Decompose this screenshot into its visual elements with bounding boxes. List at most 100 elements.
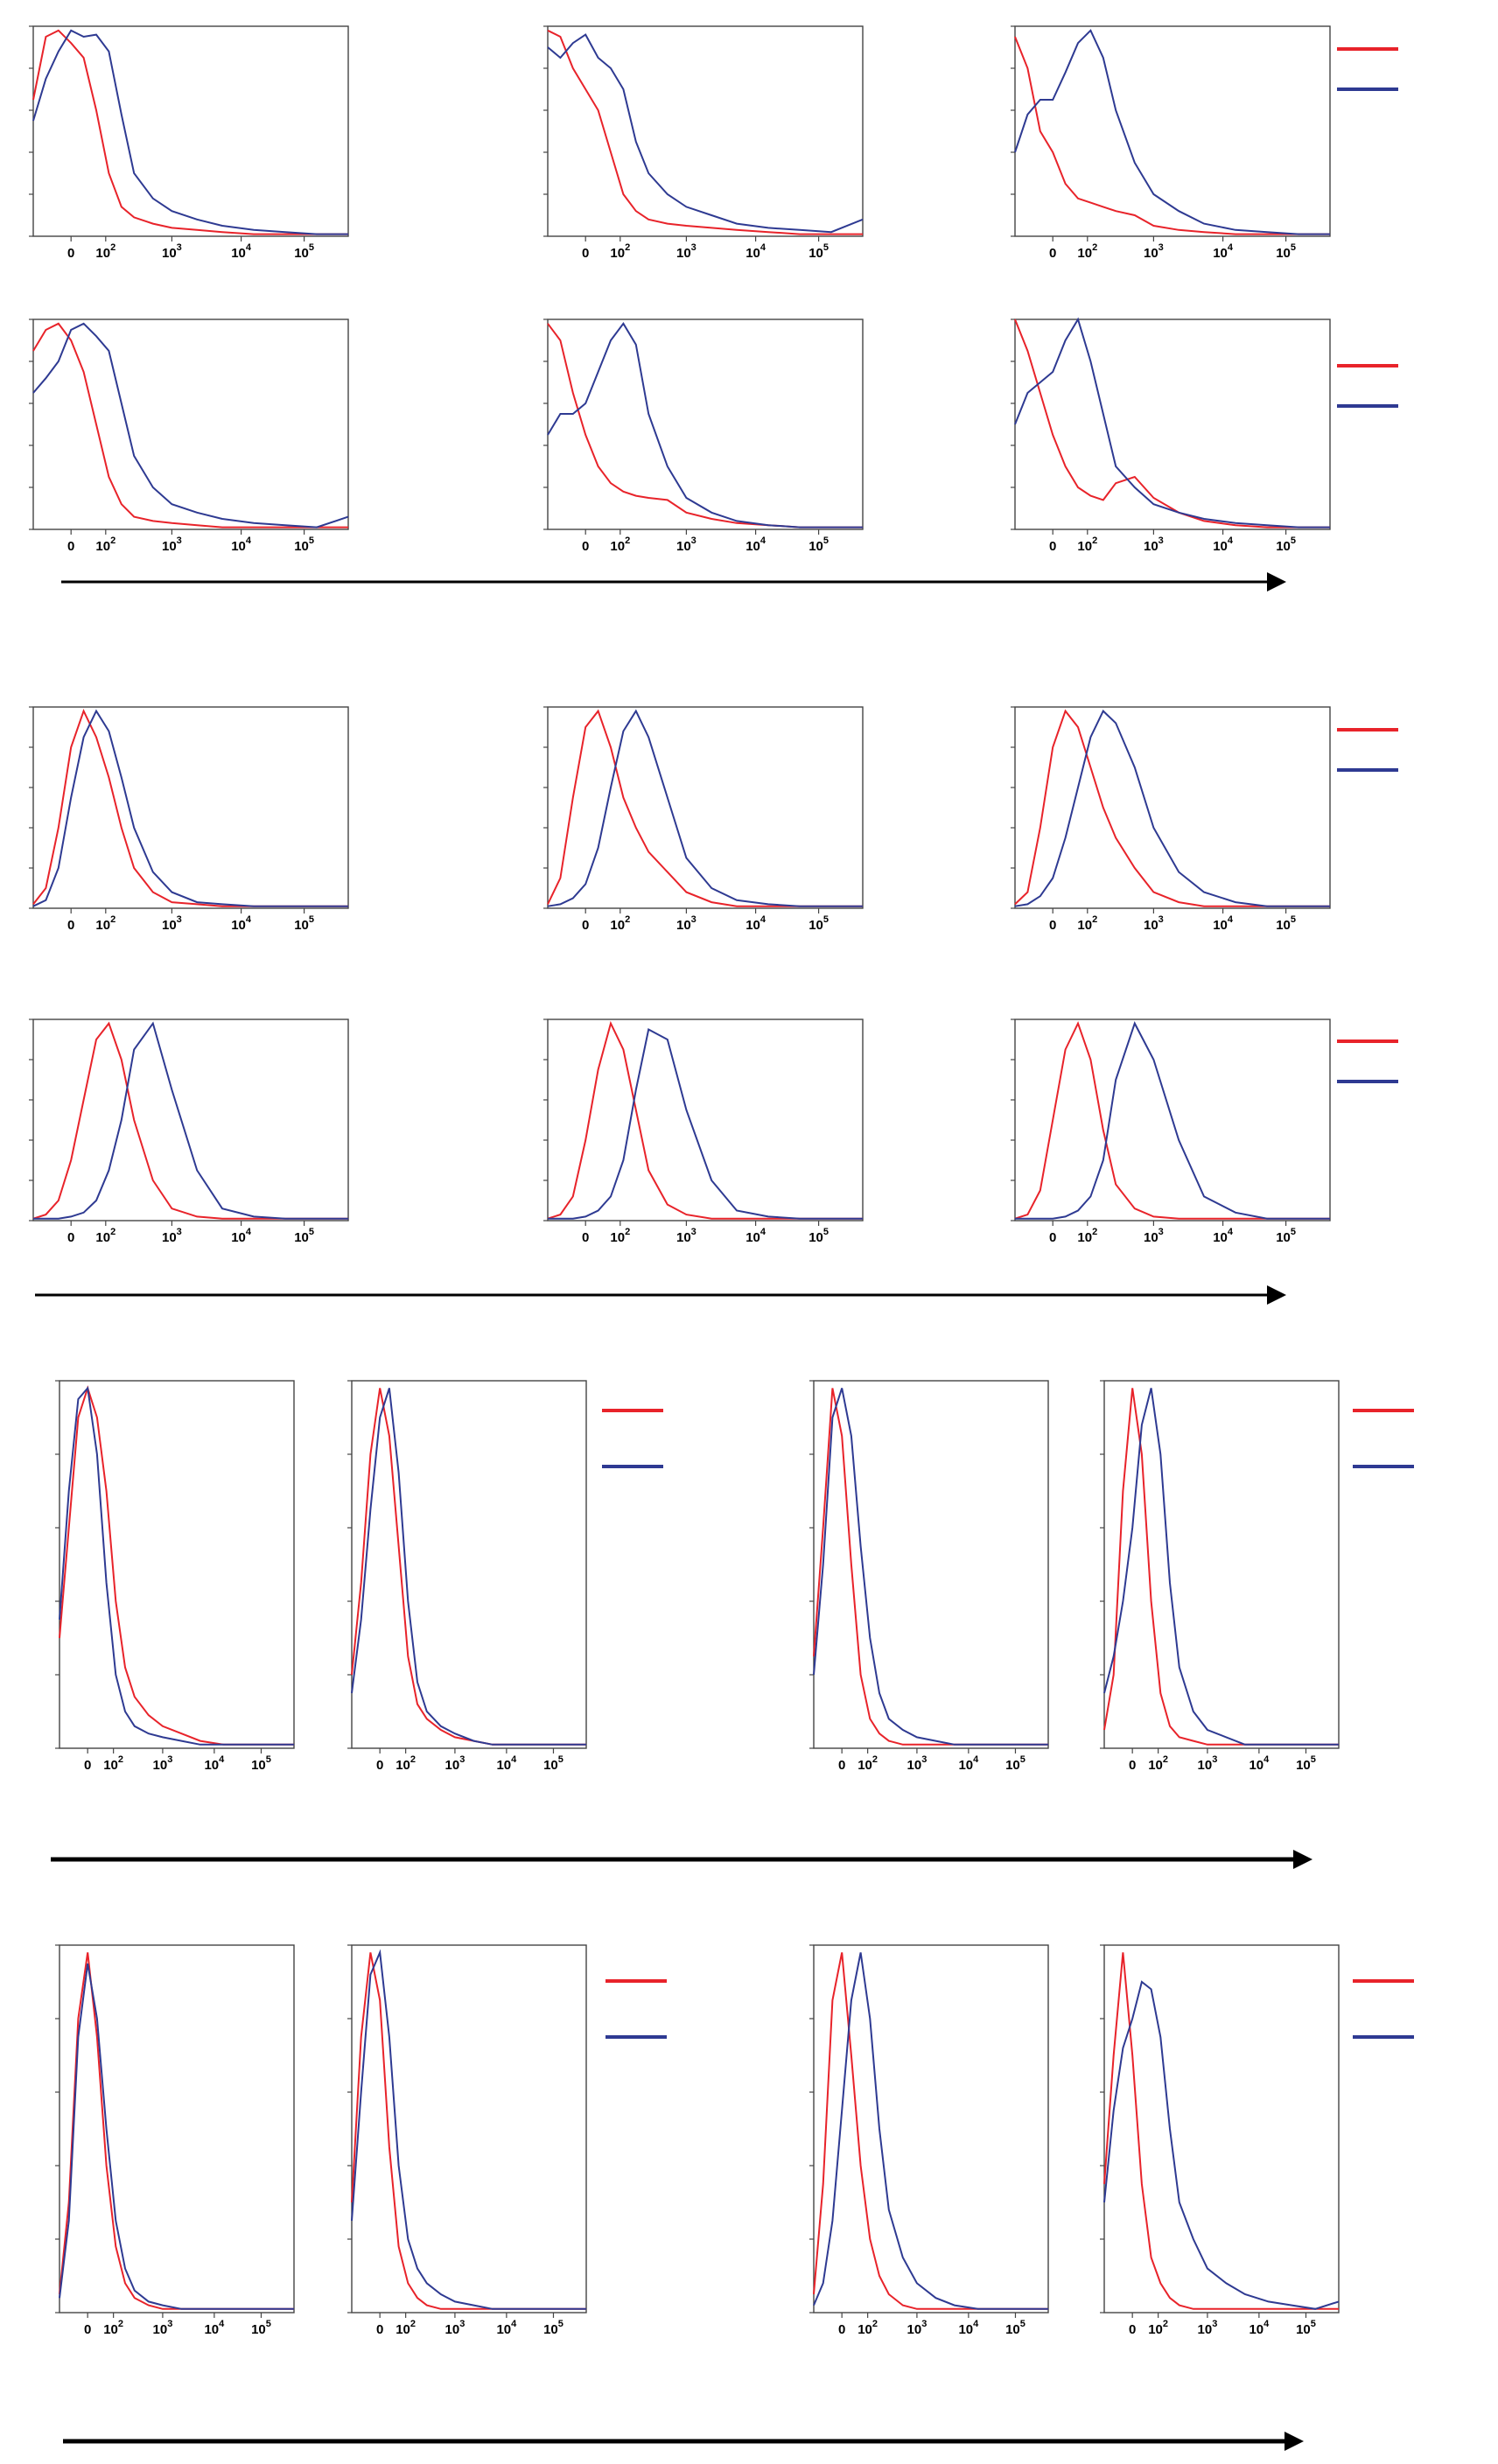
x-tick-exponent: 2 bbox=[118, 1754, 123, 1765]
x-tick-base: 0 bbox=[838, 2322, 845, 2337]
x-tick-label: 104 bbox=[496, 1754, 517, 1773]
x-tick-label: 105 bbox=[251, 1754, 271, 1773]
histogram-b6: 0 102 103 104 105 bbox=[1011, 1018, 1331, 1245]
x-tick-exponent: 4 bbox=[973, 2319, 979, 2329]
x-tick-base: 10 bbox=[1005, 1758, 1020, 1773]
x-tick-exponent: 3 bbox=[1158, 536, 1164, 546]
x-tick-label: 103 bbox=[676, 914, 696, 933]
x-tick-exponent: 2 bbox=[625, 914, 630, 925]
x-tick-label: 103 bbox=[907, 2319, 928, 2337]
x-tick-label: 103 bbox=[1198, 1754, 1218, 1773]
series-line-igg2a bbox=[1014, 1020, 1330, 1220]
x-tick-base: 0 bbox=[67, 246, 74, 261]
x-tick-exponent: 4 bbox=[1264, 2319, 1270, 2329]
x-tick-base: 10 bbox=[103, 1758, 118, 1773]
x-tick-label: 105 bbox=[808, 536, 829, 554]
x-tick-exponent: 4 bbox=[1228, 536, 1234, 546]
x-tick-exponent: 5 bbox=[1291, 914, 1296, 925]
x-tick-label: 0 bbox=[1049, 246, 1056, 261]
x-tick-exponent: 2 bbox=[110, 242, 116, 253]
x-tick-label: 104 bbox=[746, 1227, 766, 1245]
plot-frame bbox=[32, 706, 349, 909]
x-tick-base: 10 bbox=[1077, 918, 1092, 933]
plot-frame bbox=[547, 706, 864, 909]
x-tick-label: 102 bbox=[858, 2319, 878, 2337]
x-tick-base: 10 bbox=[294, 246, 309, 261]
x-tick-exponent: 2 bbox=[1092, 1227, 1097, 1237]
x-tick-exponent: 2 bbox=[1092, 914, 1097, 925]
x-tick-base: 0 bbox=[582, 539, 589, 554]
x-tick-base: 0 bbox=[67, 1230, 74, 1245]
x-tick-exponent: 4 bbox=[1228, 242, 1234, 253]
x-tick-base: 10 bbox=[1276, 1230, 1291, 1245]
x-tick-base: 10 bbox=[858, 1758, 872, 1773]
x-tick-label: 0 bbox=[838, 2322, 845, 2337]
plot-frame bbox=[813, 1380, 1049, 1749]
x-tick-label: 105 bbox=[1296, 1754, 1316, 1773]
series-line-dcs bbox=[33, 1021, 348, 1220]
x-tick-base: 10 bbox=[746, 1230, 760, 1245]
x-tick-exponent: 3 bbox=[1212, 2319, 1217, 2329]
x-tick-label: 0 bbox=[582, 918, 589, 933]
x-tick-exponent: 5 bbox=[266, 2319, 271, 2329]
series-line-igg2a bbox=[547, 709, 863, 907]
x-tick-base: 0 bbox=[582, 918, 589, 933]
x-tick-exponent: 3 bbox=[177, 1227, 182, 1237]
x-tick-exponent: 3 bbox=[691, 536, 696, 546]
x-tick-label: 104 bbox=[231, 242, 252, 261]
x-tick-label: 105 bbox=[1276, 1227, 1296, 1245]
arrow-plexind1-c bbox=[51, 1850, 1312, 1869]
x-tick-base: 10 bbox=[95, 1230, 110, 1245]
arrow-head bbox=[1267, 572, 1286, 592]
plot-frame bbox=[1103, 1944, 1340, 2314]
x-tick-base: 10 bbox=[746, 918, 760, 933]
x-tick-exponent: 2 bbox=[110, 536, 116, 546]
x-tick-label: 102 bbox=[610, 1227, 630, 1245]
x-tick-exponent: 2 bbox=[872, 2319, 878, 2329]
x-tick-label: 104 bbox=[1249, 2319, 1270, 2337]
histogram-b2: 0 102 103 104 105 bbox=[543, 706, 864, 933]
x-tick-base: 10 bbox=[1144, 918, 1158, 933]
series-line-dcs bbox=[1014, 317, 1330, 528]
x-tick-exponent: 5 bbox=[1291, 536, 1296, 546]
x-tick-exponent: 5 bbox=[823, 914, 829, 925]
x-tick-label: 0 bbox=[1049, 918, 1056, 933]
x-tick-exponent: 5 bbox=[309, 242, 314, 253]
x-tick-base: 10 bbox=[907, 1758, 922, 1773]
histogram-d1: 0 102 103 104 105 bbox=[55, 1944, 295, 2337]
x-tick-label: 0 bbox=[376, 2322, 383, 2337]
x-tick-label: 105 bbox=[543, 1754, 564, 1773]
x-tick-exponent: 4 bbox=[511, 1754, 517, 1765]
x-tick-exponent: 4 bbox=[246, 242, 252, 253]
x-tick-base: 0 bbox=[1049, 246, 1056, 261]
x-tick-base: 0 bbox=[84, 1758, 91, 1773]
x-tick-base: 10 bbox=[153, 2322, 168, 2337]
legend-c-left bbox=[602, 1409, 663, 1468]
x-tick-exponent: 3 bbox=[921, 2319, 927, 2329]
x-tick-exponent: 2 bbox=[625, 536, 630, 546]
x-tick-base: 10 bbox=[204, 2322, 219, 2337]
x-tick-label: 105 bbox=[294, 1227, 314, 1245]
x-tick-label: 105 bbox=[808, 1227, 829, 1245]
x-tick-label: 105 bbox=[1276, 242, 1296, 261]
x-tick-exponent: 5 bbox=[1020, 1754, 1026, 1765]
series-line-dcs bbox=[1014, 709, 1330, 907]
x-tick-exponent: 4 bbox=[219, 1754, 225, 1765]
x-tick-label: 0 bbox=[1129, 2322, 1136, 2337]
x-tick-label: 102 bbox=[610, 536, 630, 554]
x-tick-exponent: 3 bbox=[1158, 1227, 1164, 1237]
x-tick-exponent: 5 bbox=[1291, 242, 1296, 253]
x-tick-label: 102 bbox=[103, 2319, 123, 2337]
x-tick-label: 103 bbox=[1144, 1227, 1164, 1245]
x-tick-base: 10 bbox=[1276, 246, 1291, 261]
histogram-c4: 0 102 103 104 105 bbox=[1100, 1380, 1340, 1773]
x-tick-label: 104 bbox=[958, 2319, 979, 2337]
series-line-igg2a bbox=[547, 1020, 863, 1220]
x-tick-label: 103 bbox=[676, 536, 696, 554]
x-tick-exponent: 2 bbox=[110, 914, 116, 925]
legend-d-right bbox=[1353, 1979, 1414, 2039]
x-tick-exponent: 4 bbox=[219, 2319, 225, 2329]
x-tick-base: 0 bbox=[1129, 1758, 1136, 1773]
x-tick-label: 104 bbox=[746, 914, 766, 933]
x-tick-exponent: 3 bbox=[177, 536, 182, 546]
